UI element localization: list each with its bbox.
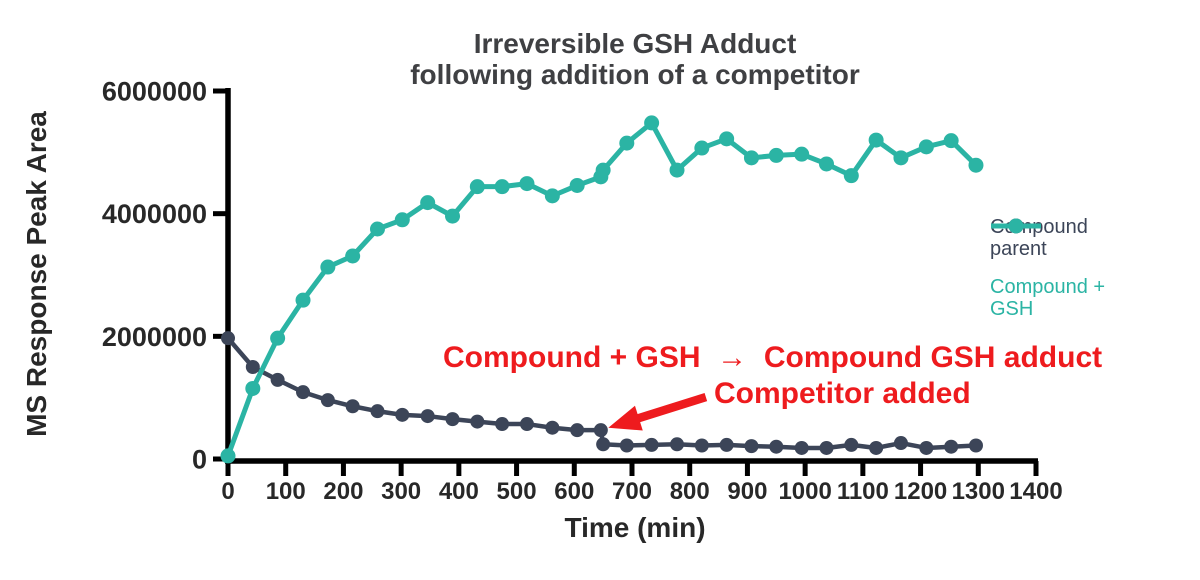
annotation-competitor-text: Competitor added <box>714 377 971 410</box>
series-gsh-point <box>619 135 635 151</box>
series-gsh-point <box>794 146 810 162</box>
series-gsh-point <box>818 156 834 172</box>
series-gsh-point <box>445 208 461 224</box>
x-tick-label: 400 <box>439 478 479 505</box>
series-gsh-point <box>345 248 361 264</box>
series-parent-point <box>744 439 759 454</box>
series-parent-point <box>370 404 385 419</box>
series-gsh-point <box>469 179 485 195</box>
series-gsh-point <box>893 150 909 166</box>
series-parent-point <box>570 423 585 438</box>
series-parent-point <box>345 399 360 414</box>
y-tick-label: 0 <box>192 444 207 474</box>
chart-title: Irreversible GSH Adduct following additi… <box>230 28 1040 90</box>
x-tick-label: 1100 <box>837 478 889 505</box>
y-tick-label: 2000000 <box>102 322 207 352</box>
series-parent-point <box>968 438 983 453</box>
series-gsh-point <box>494 179 510 195</box>
competitor-arrow-head <box>608 405 643 431</box>
x-tick-label: 1300 <box>952 478 1005 505</box>
series-parent-point <box>495 417 510 432</box>
x-axis-title: Time (min) <box>564 512 706 543</box>
series-gsh-point <box>968 157 984 173</box>
competitor-arrow-shaft <box>633 392 708 424</box>
series-gsh-point <box>943 133 959 149</box>
series-parent-point <box>320 393 335 408</box>
series-parent-point <box>221 331 235 346</box>
series-parent-point <box>944 439 959 454</box>
legend-marker-gsh-icon <box>991 218 1041 234</box>
x-tick-label: 500 <box>497 478 537 505</box>
series-parent-point <box>694 438 709 453</box>
series-parent-point <box>596 437 611 452</box>
x-tick-label: 700 <box>612 478 652 505</box>
series-parent-point <box>296 385 311 400</box>
series-parent-point <box>270 372 285 387</box>
series-gsh-point <box>918 139 934 155</box>
series-gsh-point <box>369 221 385 237</box>
x-tick-label: 900 <box>727 478 767 505</box>
series-gsh-point <box>420 195 436 211</box>
series-parent-point <box>844 437 859 452</box>
y-tick-label: 4000000 <box>102 199 207 229</box>
series-gsh-point <box>719 131 735 147</box>
series-gsh-point <box>868 132 884 148</box>
series-gsh-point <box>220 448 236 464</box>
x-tick-label: 800 <box>670 478 710 505</box>
series-gsh-point <box>595 162 611 178</box>
x-tick-label: 1400 <box>1009 478 1062 505</box>
legend-item-compound-gsh: Compound + GSH <box>990 218 1190 320</box>
series-gsh-point <box>843 168 859 184</box>
series-gsh-point <box>694 140 710 156</box>
series-gsh-point <box>295 292 311 308</box>
x-tick-label: 200 <box>323 478 363 505</box>
series-gsh-point <box>544 188 560 204</box>
series-parent-point <box>519 417 534 432</box>
series-parent-point <box>919 440 934 455</box>
series-parent-point <box>470 414 485 429</box>
x-tick-label: 1000 <box>778 478 831 505</box>
series-parent-point <box>869 440 884 455</box>
legend: Compound parent Compound + GSH <box>990 216 1190 336</box>
series-parent-point <box>593 423 608 438</box>
series-gsh-point <box>743 150 759 166</box>
series-parent-point <box>670 437 685 452</box>
y-axis-title: MS Response Peak Area <box>21 111 52 437</box>
x-tick-label: 300 <box>381 478 421 505</box>
chart-title-line2: following addition of a competitor <box>410 59 860 90</box>
series-parent-point <box>819 440 834 455</box>
series-parent-point <box>245 360 260 374</box>
series-gsh-point <box>320 259 336 275</box>
series-gsh-point <box>394 212 410 228</box>
series-parent-point <box>893 436 908 451</box>
series-parent-point <box>719 437 734 452</box>
series-parent-point <box>395 407 410 422</box>
legend-label-gsh: Compound + GSH <box>990 276 1106 320</box>
series-parent-point <box>619 438 634 453</box>
series-gsh-point <box>644 115 660 131</box>
x-tick-label: 0 <box>221 478 234 505</box>
series-parent-point <box>794 440 809 455</box>
series-parent-point <box>445 412 460 427</box>
x-tick-label: 600 <box>554 478 594 505</box>
series-gsh-point <box>245 380 261 396</box>
series-parent-point <box>420 409 435 424</box>
series-parent-point <box>644 437 659 452</box>
x-tick-label: 100 <box>266 478 306 505</box>
series-parent-point <box>769 439 784 454</box>
series-gsh-point <box>768 147 784 163</box>
series-parent-point <box>545 420 560 435</box>
chart-title-line1: Irreversible GSH Adduct <box>473 28 797 59</box>
series-gsh-point <box>569 177 585 193</box>
x-tick-label: 1200 <box>894 478 947 505</box>
series-gsh-point <box>270 330 286 346</box>
y-tick-label: 6000000 <box>102 76 207 106</box>
series-gsh-point <box>519 176 535 192</box>
annotation-reaction-text: Compound + GSH → Compound GSH adduct <box>443 341 1103 374</box>
series-gsh-point <box>669 162 685 178</box>
